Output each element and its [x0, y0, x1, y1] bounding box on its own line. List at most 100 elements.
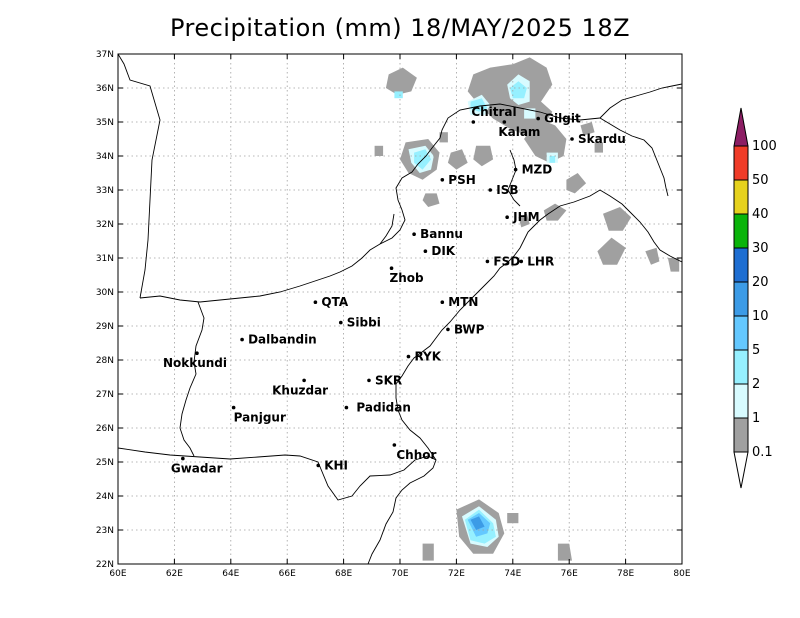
- precipitation-shading: [374, 57, 680, 561]
- city-marker-mzd: [513, 167, 518, 172]
- legend-swatch-4: [733, 281, 749, 317]
- precip-area-level-0: [603, 207, 632, 231]
- border-iran-afghanistan: [118, 54, 161, 299]
- x-tick-label: 70E: [391, 569, 408, 579]
- city-marker-zhob: [389, 266, 394, 271]
- city-marker-skardu: [570, 137, 574, 141]
- city-marker-padidan: [344, 405, 349, 410]
- precip-area-level-0: [645, 247, 660, 265]
- x-tick-label: 74E: [504, 569, 521, 579]
- city-label-bannu: Bannu: [420, 227, 463, 241]
- x-tick-label: 76E: [561, 569, 578, 579]
- precip-area-level-0: [667, 258, 680, 272]
- x-tick-label: 72E: [448, 569, 465, 579]
- precip-area-level-0: [439, 132, 448, 143]
- city-marker-khuzdar: [302, 378, 306, 383]
- city-label-panjgur: Panjgur: [234, 411, 286, 425]
- x-tick-label: 68E: [335, 569, 352, 579]
- y-tick-label: 24N: [96, 492, 114, 502]
- city-label-ryk: RYK: [414, 350, 441, 364]
- city-label-jhm: JHM: [512, 210, 539, 224]
- y-tick-label: 37N: [96, 50, 114, 60]
- city-marker-mtn: [440, 300, 445, 305]
- y-tick-label: 30N: [96, 288, 114, 298]
- border-afghanistan-north: [379, 213, 395, 245]
- city-marker-panjgur: [231, 405, 236, 410]
- y-tick-label: 25N: [96, 458, 114, 468]
- map-outlines: [118, 54, 682, 564]
- y-tick-label: 23N: [96, 526, 114, 536]
- city-marker-chhor: [392, 443, 397, 447]
- city-label-fsd: FSD: [493, 254, 520, 268]
- legend-label: 1: [752, 411, 760, 426]
- y-tick-label: 34N: [96, 152, 114, 162]
- legend-underflow-arrow: [733, 451, 749, 489]
- city-label-khuzdar: Khuzdar: [272, 383, 328, 397]
- x-tick-label: 64E: [222, 569, 239, 579]
- city-label-psh: PSH: [448, 173, 475, 187]
- city-label-gwadar: Gwadar: [171, 462, 223, 476]
- map-title: Precipitation (mm) 18/MAY/2025 18Z: [169, 14, 631, 42]
- city-marker-bwp: [446, 327, 450, 332]
- city-label-nokkundi: Nokkundi: [163, 356, 227, 370]
- y-tick-label: 28N: [96, 356, 114, 366]
- y-tick-label: 29N: [96, 322, 114, 332]
- y-tick-label: 33N: [96, 186, 114, 196]
- city-marker-isb: [488, 188, 493, 192]
- x-tick-label: 66E: [279, 569, 296, 579]
- legend-label: 40: [752, 207, 769, 222]
- legend-label: 30: [752, 241, 769, 256]
- city-label-padidan: Padidan: [356, 401, 411, 415]
- legend-label: 2: [752, 377, 760, 392]
- city-markers: Chitral Gilgit Kalam Skardu MZD PSH ISB JHM Bann…: [163, 105, 626, 476]
- precip-area-level-0: [557, 543, 572, 561]
- precip-area-level-0: [580, 122, 595, 136]
- city-label-mzd: MZD: [522, 163, 553, 177]
- y-tick-label: 35N: [96, 118, 114, 128]
- legend-label: 5: [752, 343, 760, 358]
- precip-area-level-0: [566, 173, 587, 194]
- precip-area-level-0: [447, 149, 468, 170]
- y-tick-label: 31N: [96, 254, 114, 264]
- y-tick-label: 22N: [96, 560, 114, 570]
- border-pakistan-iran: [179, 301, 205, 457]
- city-label-zhob: Zhob: [390, 271, 424, 285]
- y-tick-label: 26N: [96, 424, 114, 434]
- legend-label: 100: [752, 139, 777, 154]
- precip-area-level-2: [394, 91, 403, 99]
- city-label-skardu: Skardu: [578, 132, 626, 146]
- city-marker-sibbi: [338, 320, 343, 325]
- legend-swatch-3: [733, 315, 749, 351]
- city-label-chhor: Chhor: [396, 448, 436, 462]
- precip-area-level-0: [518, 213, 530, 228]
- legend-swatch-0: [733, 417, 749, 453]
- city-label-gilgit: Gilgit: [544, 112, 581, 126]
- precip-area-level-0: [422, 543, 434, 561]
- precip-area-level-0: [543, 203, 567, 221]
- city-label-chitral: Chitral: [471, 105, 516, 119]
- border-china: [599, 117, 669, 197]
- y-tick-label: 32N: [96, 220, 114, 230]
- legend-label: 0.1: [752, 445, 773, 460]
- map-axes: 60E 62E 64E 66E 68E 70E 72E 74E 76E 78E 80E 22N 23N 2…: [96, 50, 691, 579]
- plot-area: [118, 54, 682, 564]
- coastline: [118, 447, 437, 564]
- city-marker-jhm: [505, 215, 509, 219]
- precip-area-level-2: [549, 156, 556, 163]
- border-pakistan-india: [395, 189, 682, 461]
- precip-area-level-2: [510, 81, 527, 99]
- x-tick-label: 78E: [617, 569, 634, 579]
- city-marker-qta: [313, 300, 318, 305]
- city-label-khi: KHI: [324, 458, 348, 472]
- city-label-dik: DIK: [431, 244, 455, 258]
- precip-area-level-4: [470, 516, 485, 530]
- city-label-dalbandin: Dalbandin: [248, 333, 317, 347]
- precip-legend: 100 50 40 30 20 10 5 2 1 0.1: [733, 107, 777, 489]
- city-label-bwp: BWP: [454, 322, 485, 336]
- city-label-qta: QTA: [321, 295, 348, 309]
- precip-area-level-0: [524, 118, 567, 163]
- legend-swatch-8: [733, 145, 749, 181]
- city-marker-dik: [423, 249, 428, 253]
- city-marker-kalam: [502, 120, 507, 124]
- legend-label: 20: [752, 275, 769, 290]
